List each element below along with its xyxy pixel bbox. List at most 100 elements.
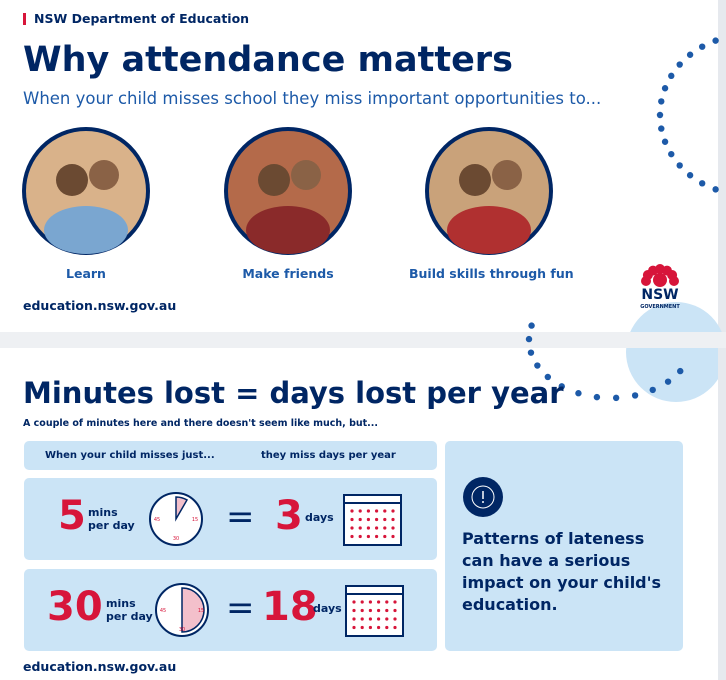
calendar-day <box>368 608 372 613</box>
info-icon-ring <box>471 485 495 509</box>
calendar-day <box>377 625 381 630</box>
org-name: NSW Department of Education <box>34 11 250 26</box>
calendar-day <box>375 534 379 539</box>
calendar-day <box>385 617 389 621</box>
deco-dot <box>528 322 535 329</box>
calendar-day <box>377 617 381 621</box>
row-panel <box>24 569 437 651</box>
deco-dot <box>664 378 672 385</box>
photo-figure <box>459 164 491 196</box>
clock-label: 15 <box>198 608 204 614</box>
deco-dot <box>698 180 706 187</box>
accent-bar <box>23 13 26 25</box>
deco-dot <box>661 138 669 145</box>
deco-dot <box>676 61 683 68</box>
minutes-value: 5 <box>58 493 86 539</box>
column-header: When your child misses just... <box>45 450 215 461</box>
title: Why attendance matters <box>23 40 513 80</box>
calendar-day <box>375 526 379 530</box>
calendar-day <box>385 600 389 604</box>
calendar-day <box>377 608 381 613</box>
calendar-day <box>368 600 372 604</box>
clock-label: 30 <box>179 627 185 633</box>
photo-figure <box>44 206 128 254</box>
calendar-day <box>366 517 370 522</box>
calendar-day <box>385 625 389 630</box>
table-header <box>24 441 437 470</box>
deco-dot <box>658 98 665 105</box>
deco-dot <box>686 172 694 179</box>
divider-band <box>0 332 726 348</box>
calendar-day <box>366 534 370 539</box>
calendar-day <box>350 526 354 530</box>
logo-sub: GOVERNMENT <box>640 304 680 310</box>
calendar-day <box>360 608 364 613</box>
days-value: 18 <box>262 584 318 630</box>
deco-dot <box>527 349 535 356</box>
calendar-day <box>360 617 364 621</box>
minutes-value: 30 <box>47 584 103 630</box>
calendar-day <box>383 509 387 513</box>
photo-figure <box>89 160 119 190</box>
deco-dot <box>593 393 601 401</box>
logo-petal <box>653 273 667 287</box>
calendar-day <box>393 625 397 630</box>
url: education.nsw.gov.au <box>23 298 177 313</box>
section-subtitle: A couple of minutes here and there doesn… <box>23 418 379 429</box>
calendar-day <box>358 526 362 530</box>
deco-dot <box>698 43 706 50</box>
deco-dot <box>649 386 656 394</box>
minutes-unit: mins <box>88 506 118 519</box>
calendar-day <box>368 625 372 630</box>
deco-dot <box>668 72 675 80</box>
calendar-day <box>383 534 387 539</box>
calendar-day <box>358 534 362 539</box>
deco-dot <box>658 125 665 132</box>
subtitle: When your child misses school they miss … <box>23 89 602 108</box>
calendar-day <box>383 526 387 530</box>
calendar-day <box>383 517 387 522</box>
photo-figure <box>56 164 88 196</box>
calendar-day <box>350 517 354 522</box>
photo-figure <box>447 206 531 254</box>
deco-cover <box>600 332 726 348</box>
calendar-day <box>393 617 397 621</box>
calendar-day <box>393 600 397 604</box>
logo-text: NSW <box>641 287 679 303</box>
calendar-day <box>352 625 356 630</box>
photo-figure <box>258 164 290 196</box>
days-value: 3 <box>275 493 303 539</box>
photo-caption: Make friends <box>242 266 334 281</box>
calendar-day <box>358 517 362 522</box>
deco-dot <box>668 150 675 158</box>
calendar-day <box>375 517 379 522</box>
calendar-day <box>352 600 356 604</box>
equals-sign: = <box>226 497 255 537</box>
photo-caption: Build skills through fun <box>409 266 574 281</box>
calendar-day <box>375 509 379 513</box>
minutes-period: per day <box>88 519 135 532</box>
deco-dot <box>661 85 669 92</box>
deco-dot <box>677 367 684 375</box>
deco-circle <box>626 302 726 402</box>
photo-figure <box>492 160 522 190</box>
deco-dot <box>612 394 620 402</box>
minutes-unit: mins <box>106 597 136 610</box>
calendar-day <box>350 534 354 539</box>
clock-label: 30 <box>173 536 179 542</box>
calendar-day <box>391 526 395 530</box>
deco-dot <box>656 111 664 119</box>
row-panel <box>24 478 437 560</box>
photo-figure <box>291 160 321 190</box>
calendar-day <box>385 608 389 613</box>
clock-wedge <box>175 496 189 522</box>
calendar-day <box>391 517 395 522</box>
deco-dot <box>686 51 694 58</box>
info-icon-mark <box>482 501 484 503</box>
photo-figure <box>246 206 330 254</box>
clock-label: 45 <box>154 517 160 523</box>
side-strip <box>718 348 726 680</box>
deco-dot <box>534 362 541 369</box>
calendar-day <box>366 509 370 513</box>
clock-label: 15 <box>192 517 198 523</box>
